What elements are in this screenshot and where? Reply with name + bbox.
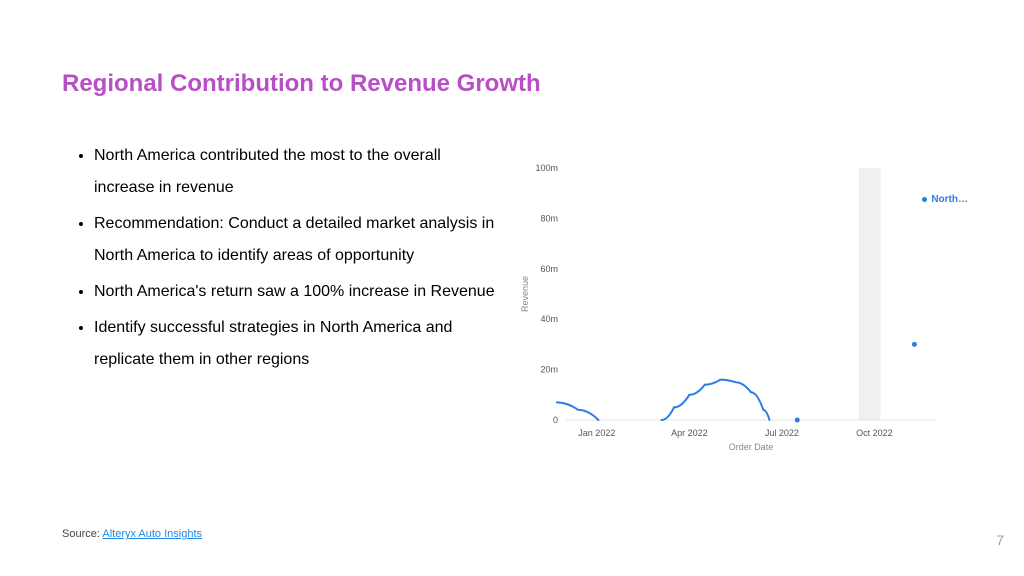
svg-text:Jul 2022: Jul 2022 bbox=[765, 428, 799, 438]
page-title: Regional Contribution to Revenue Growth bbox=[62, 70, 541, 98]
chart-svg: 0 20m 40m 60m 80m 100m Jan 2022 Apr 2022 Jul 202… bbox=[516, 162, 968, 452]
source-link[interactable]: Alteryx Auto Insights bbox=[102, 528, 202, 540]
svg-text:60m: 60m bbox=[540, 264, 558, 274]
svg-text:Jan 2022: Jan 2022 bbox=[578, 428, 615, 438]
bullet-list: North America contributed the most to th… bbox=[70, 140, 500, 380]
svg-text:40m: 40m bbox=[540, 314, 558, 324]
source-prefix: Source: bbox=[62, 528, 102, 540]
svg-text:Revenue: Revenue bbox=[520, 276, 530, 312]
list-item: North America contributed the most to th… bbox=[94, 140, 500, 204]
svg-text:80m: 80m bbox=[540, 213, 558, 223]
svg-text:Apr 2022: Apr 2022 bbox=[671, 428, 708, 438]
source-line: Source: Alteryx Auto Insights bbox=[62, 528, 202, 540]
svg-text:0: 0 bbox=[553, 415, 558, 425]
svg-text:100m: 100m bbox=[535, 163, 558, 173]
svg-text:Oct 2022: Oct 2022 bbox=[856, 428, 893, 438]
svg-text:Order Date: Order Date bbox=[729, 442, 774, 452]
slide: Regional Contribution to Revenue Growth … bbox=[0, 0, 1024, 576]
list-item: North America's return saw a 100% increa… bbox=[94, 276, 500, 308]
page-number: 7 bbox=[996, 532, 1004, 548]
revenue-chart: 0 20m 40m 60m 80m 100m Jan 2022 Apr 2022 Jul 202… bbox=[516, 162, 968, 452]
list-item: Identify successful strategies in North … bbox=[94, 312, 500, 376]
list-item: Recommendation: Conduct a detailed marke… bbox=[94, 208, 500, 272]
legend-label: North… bbox=[931, 194, 968, 205]
chart-legend: North… bbox=[922, 194, 968, 205]
svg-text:20m: 20m bbox=[540, 365, 558, 375]
legend-dot-icon bbox=[922, 197, 927, 202]
bullet-ul: North America contributed the most to th… bbox=[70, 140, 500, 376]
